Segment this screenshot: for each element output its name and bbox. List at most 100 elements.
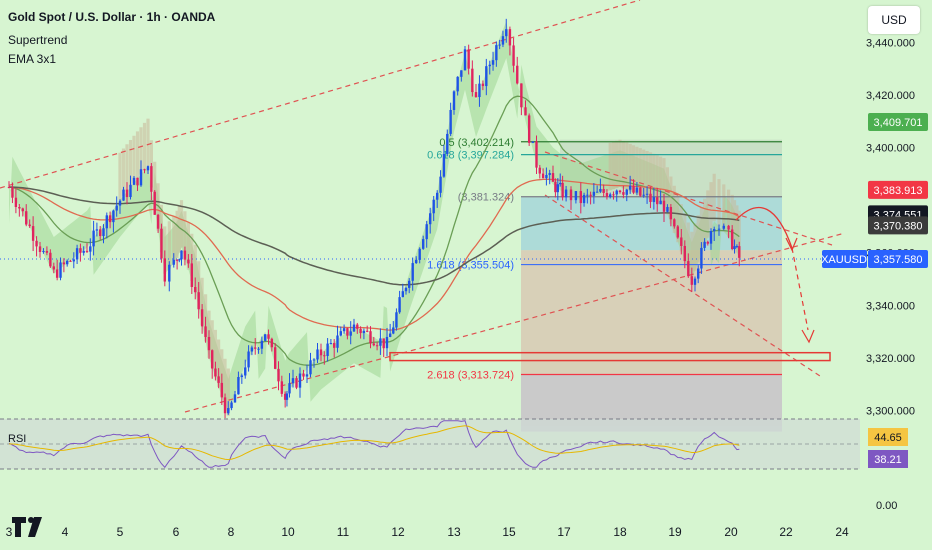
candle-body	[498, 44, 501, 46]
candle-body	[415, 259, 418, 264]
currency-button[interactable]: USD	[868, 6, 920, 34]
candle-body	[66, 260, 69, 265]
candle-body	[436, 192, 439, 200]
candle-body	[659, 200, 662, 205]
candle-body	[531, 141, 535, 143]
candle-body	[422, 239, 425, 249]
price-badge	[868, 250, 928, 269]
candle-body	[501, 36, 505, 45]
candle-body	[11, 187, 14, 198]
y-tick-label: 3,400.000	[866, 143, 915, 155]
candle-body	[727, 225, 730, 230]
candle-body	[369, 331, 372, 344]
candle-body	[122, 189, 125, 201]
candle-body	[309, 360, 312, 375]
candle-body	[247, 351, 250, 368]
candle-body	[524, 107, 527, 116]
candle-body	[59, 262, 62, 278]
candle-body	[143, 169, 146, 171]
candle-body	[559, 182, 562, 185]
candle-body	[129, 184, 132, 198]
candle-body	[45, 251, 49, 253]
fib-label: 0.618 (3,397.284)	[427, 150, 514, 162]
candle-body	[92, 230, 95, 247]
descending-lower-line	[544, 194, 821, 377]
candle-body	[55, 269, 59, 278]
candle-body	[669, 206, 673, 220]
candle-body	[356, 324, 359, 329]
candle-body	[82, 250, 85, 253]
candle-body	[132, 177, 136, 185]
candle-body	[652, 197, 656, 203]
rsi-label: RSI	[8, 433, 26, 445]
candle-body	[392, 327, 395, 334]
candle-body	[683, 245, 686, 262]
candle-body	[118, 200, 122, 206]
candle-body	[561, 182, 564, 198]
candle-body	[329, 343, 333, 345]
candle-body	[635, 187, 639, 193]
candle-body	[183, 250, 187, 260]
symbol-badge	[822, 250, 867, 269]
candle-body	[609, 194, 612, 197]
x-tick-label: 18	[613, 525, 627, 539]
candle-body	[662, 200, 666, 212]
candle-body	[190, 263, 194, 288]
candle-body	[156, 214, 160, 229]
fib-label: 0.5 (3,402.214)	[439, 137, 514, 149]
candle-body	[471, 68, 474, 93]
x-tick-label: 6	[173, 525, 180, 539]
ema-label: EMA 3x1	[8, 52, 57, 66]
candle-body	[172, 259, 175, 265]
candle-body	[395, 312, 398, 328]
candle-body	[649, 193, 652, 203]
candle-body	[478, 83, 481, 98]
candle-body	[733, 246, 736, 250]
price-badge-value: 3,357.580	[874, 254, 923, 266]
channel-upper-line	[0, 0, 641, 189]
candle-body	[541, 173, 545, 179]
candle-body	[717, 228, 721, 230]
candle-body	[375, 345, 379, 347]
candle-body	[194, 287, 197, 293]
time-axis	[0, 520, 860, 550]
candle-body	[401, 291, 404, 298]
candle-body	[385, 336, 389, 349]
candle-body	[713, 229, 716, 232]
candle-body	[722, 225, 725, 229]
candle-body	[223, 397, 227, 414]
candle-body	[709, 231, 713, 244]
candle-body	[146, 166, 150, 171]
candle-body	[160, 228, 163, 259]
candle-body	[233, 394, 237, 403]
candle-body	[52, 266, 55, 270]
candle-body	[175, 259, 179, 261]
x-tick-label: 24	[835, 525, 849, 539]
candle-body	[432, 199, 435, 214]
candle-body	[163, 258, 166, 282]
candle-body	[382, 338, 385, 349]
candle-body	[602, 189, 605, 193]
candle-body	[538, 167, 541, 174]
support-zone	[389, 351, 831, 362]
candle-body	[136, 177, 139, 186]
candle-body	[693, 278, 697, 285]
candle-body	[551, 173, 555, 182]
candle-body	[49, 252, 52, 267]
candle-body	[554, 181, 557, 193]
candle-body	[442, 153, 446, 177]
candle-body	[217, 376, 220, 383]
price-badge	[868, 113, 928, 132]
candle-body	[676, 226, 679, 238]
fib-label: 2.618 (3,313.724)	[427, 370, 514, 382]
candle-body	[687, 261, 690, 277]
candle-body	[485, 66, 488, 87]
x-tick-label: 22	[779, 525, 793, 539]
candle-body	[467, 49, 470, 69]
candle-body	[388, 333, 392, 337]
candle-body	[362, 330, 366, 334]
price-badge-value: 3,409.701	[874, 117, 923, 129]
candle-body	[207, 336, 211, 351]
candle-body	[326, 343, 329, 356]
